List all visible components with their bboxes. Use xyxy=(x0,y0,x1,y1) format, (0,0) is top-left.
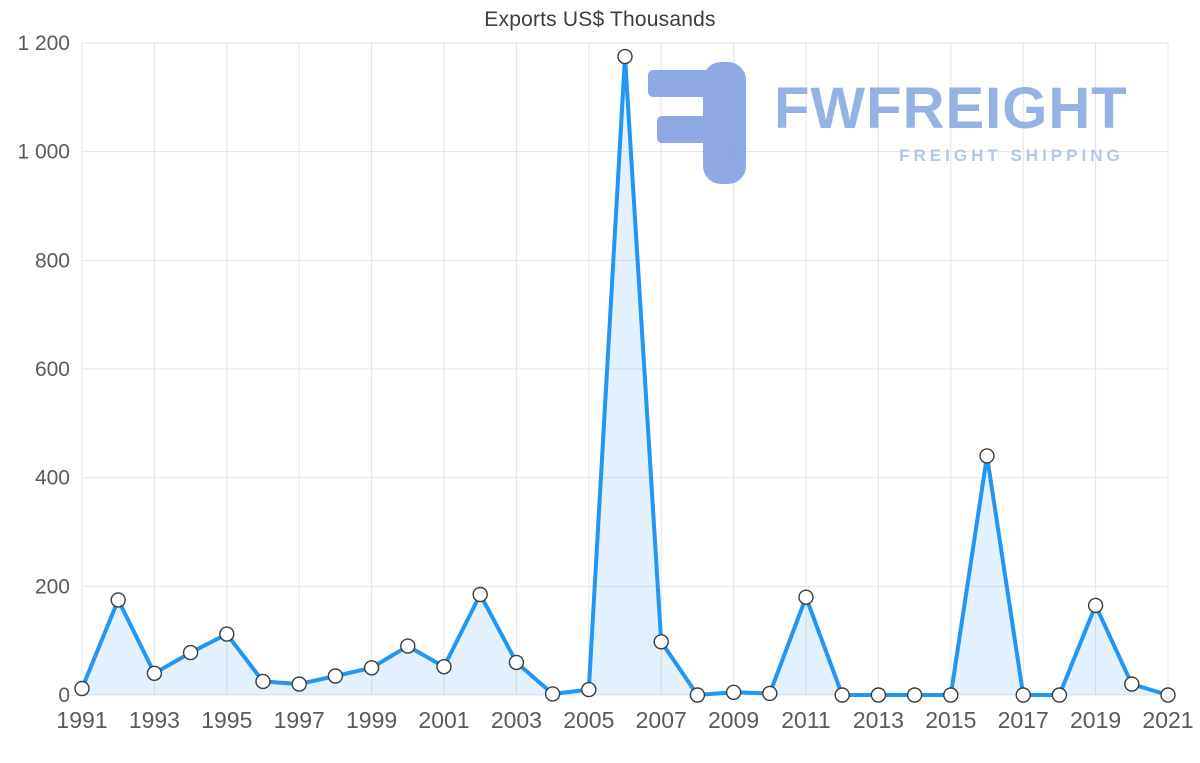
data-point[interactable] xyxy=(327,668,344,684)
x-tick-label: 2011 xyxy=(781,707,830,733)
data-point[interactable] xyxy=(1124,676,1140,692)
x-axis-labels: 1991 1993 1995 1997 1999 2001 2003 2005 2007 2009… xyxy=(56,707,1193,733)
data-point[interactable] xyxy=(979,448,995,464)
y-tick-label: 800 xyxy=(35,249,70,272)
y-tick-label: 400 xyxy=(35,467,70,490)
x-tick-label: 1997 xyxy=(274,707,325,733)
x-tick-label: 2003 xyxy=(491,707,542,733)
data-point[interactable] xyxy=(689,687,706,703)
data-point[interactable] xyxy=(74,680,90,697)
x-tick-label: 2015 xyxy=(925,707,976,733)
data-point[interactable] xyxy=(508,654,525,671)
x-tick-label: 1993 xyxy=(129,707,180,733)
x-tick-label: 2001 xyxy=(418,707,469,733)
data-point[interactable] xyxy=(725,684,742,700)
data-point[interactable] xyxy=(219,626,235,642)
data-point[interactable] xyxy=(653,634,669,650)
data-point[interactable] xyxy=(400,638,416,654)
data-point[interactable] xyxy=(943,687,959,703)
y-tick-label: 200 xyxy=(35,575,70,598)
series-area xyxy=(82,56,1168,696)
data-point[interactable] xyxy=(762,685,778,702)
data-point[interactable] xyxy=(436,659,452,675)
data-point[interactable] xyxy=(544,686,561,702)
y-axis-labels: 0 200 400 600 800 1 000 1 200 xyxy=(17,32,70,707)
x-tick-label: 2009 xyxy=(708,707,759,733)
data-point[interactable] xyxy=(870,687,887,703)
data-point[interactable] xyxy=(363,660,380,676)
data-point[interactable] xyxy=(617,48,633,65)
x-tick-label: 2005 xyxy=(563,707,614,733)
data-point[interactable] xyxy=(1051,687,1068,703)
data-point[interactable] xyxy=(182,644,199,661)
data-point[interactable] xyxy=(834,687,850,703)
data-point[interactable] xyxy=(472,586,488,603)
chart-title: Exports US$ Thousands xyxy=(484,8,716,31)
data-point[interactable] xyxy=(255,673,271,690)
gridlines xyxy=(81,42,1169,696)
y-tick-label: 0 xyxy=(58,684,70,707)
x-tick-label: 2019 xyxy=(1070,707,1121,733)
series-markers xyxy=(74,48,1176,703)
data-point[interactable] xyxy=(581,681,597,698)
y-tick-label: 1 200 xyxy=(17,32,70,55)
data-point[interactable] xyxy=(291,676,307,692)
data-point[interactable] xyxy=(110,592,126,608)
y-tick-label: 1 000 xyxy=(17,141,70,164)
data-point[interactable] xyxy=(1087,597,1104,614)
x-tick-label: 1999 xyxy=(346,707,397,733)
data-point[interactable] xyxy=(1015,687,1031,703)
y-tick-label: 600 xyxy=(35,358,70,381)
data-point[interactable] xyxy=(1160,687,1176,703)
x-tick-label: 1995 xyxy=(201,707,252,733)
data-point[interactable] xyxy=(798,589,814,605)
x-tick-label: 2017 xyxy=(998,707,1049,733)
x-tick-label: 2021 xyxy=(1142,707,1193,733)
x-tick-label: 2007 xyxy=(636,707,687,733)
x-tick-label: 1991 xyxy=(56,707,107,733)
data-point[interactable] xyxy=(906,687,923,703)
x-tick-label: 2013 xyxy=(853,707,904,733)
data-point[interactable] xyxy=(146,665,163,681)
